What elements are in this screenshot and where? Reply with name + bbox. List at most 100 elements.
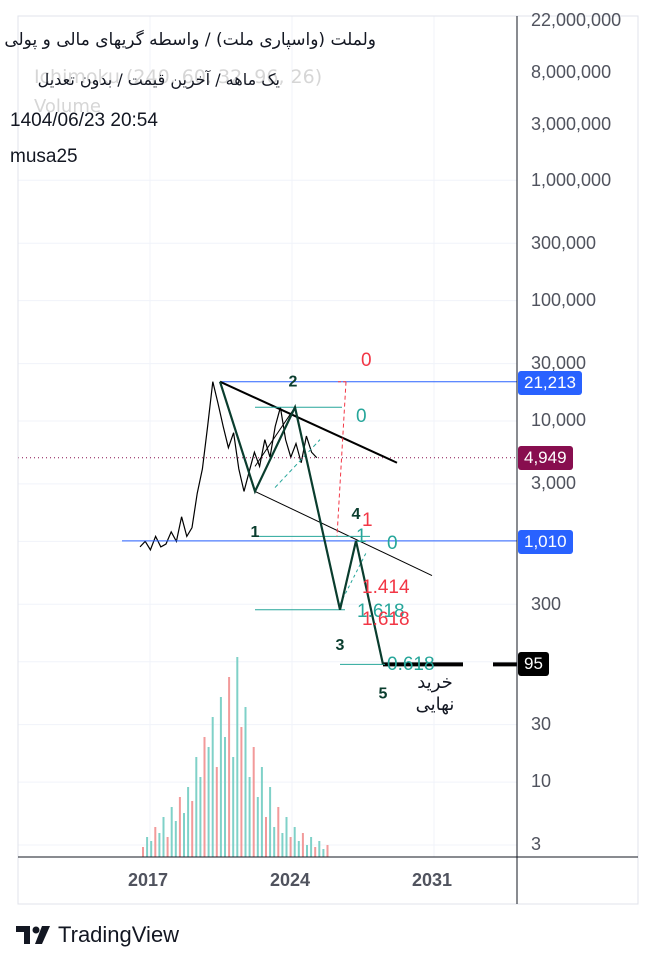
volume-bar <box>248 777 251 857</box>
volume-bar <box>310 837 313 857</box>
volume-bar <box>252 747 255 857</box>
fib-ratio-label: 0 <box>361 350 372 371</box>
volume-bar <box>203 737 206 857</box>
y-tick-label: 3,000,000 <box>531 114 612 134</box>
chart-grid <box>18 16 517 857</box>
x-tick-label: 2031 <box>412 870 453 890</box>
volume-bar <box>183 813 185 857</box>
volume-bar <box>191 801 194 857</box>
volume-bar <box>162 817 165 857</box>
fib-ratio-label: 1.414 <box>362 577 410 598</box>
y-tick-label: 30,000 <box>531 353 587 373</box>
fib-ratio-label: 0.618 <box>387 654 435 675</box>
volume-bar <box>224 737 226 857</box>
snapshot-timestamp: 1404/06/23 20:54 <box>10 110 158 131</box>
volume-bar <box>244 707 247 857</box>
wave-number-label: 2 <box>289 374 298 391</box>
y-tick-label: 1,000,000 <box>531 170 612 190</box>
volume-bar <box>228 677 231 857</box>
volume-bar <box>240 727 243 857</box>
volume-bar <box>187 787 190 857</box>
fib-ratio-label: 1 <box>356 526 367 547</box>
price-line <box>139 381 318 552</box>
volume-bar <box>301 833 304 857</box>
chart-frame <box>17 15 639 905</box>
elliott-wave-path <box>218 381 385 665</box>
fib-ratio-label: 1 <box>362 510 373 531</box>
volume-bar <box>314 847 317 857</box>
last-price-badge: 4,949 <box>518 446 573 470</box>
volume-bar <box>174 821 177 857</box>
y-tick-label: 30 <box>531 714 552 734</box>
y-tick-label: 22,000,000 <box>531 10 622 30</box>
y-tick-label: 100,000 <box>531 290 597 310</box>
author-name: musa25 <box>10 146 78 167</box>
volume-bar <box>265 817 267 857</box>
target-price-badge: 95 <box>518 652 549 676</box>
volume-bar <box>232 757 235 857</box>
y-tick-label: 300 <box>531 594 562 614</box>
price-level-badge: 1,010 <box>518 530 573 554</box>
wave-number-label: 5 <box>379 685 388 702</box>
volume-bar <box>154 827 157 857</box>
volume-bar <box>293 827 296 857</box>
volume-bar <box>170 807 173 857</box>
footer-branding[interactable]: TradingView <box>16 922 179 948</box>
brand-name: TradingView <box>58 922 180 947</box>
volume-bar <box>195 757 198 857</box>
volume-bar <box>211 717 214 857</box>
inner-channel-line <box>254 407 296 467</box>
fib-ratio-label: 0 <box>356 406 367 427</box>
chart-title: ولملت (واسپاری ملت) / واسطه گریهای مالی … <box>4 30 376 50</box>
volume-bar <box>306 845 308 857</box>
volume-bar <box>256 797 259 857</box>
volume-bar <box>207 747 210 857</box>
volume-bar <box>199 777 202 857</box>
volume-bar <box>289 837 292 857</box>
volume-bar <box>281 833 284 857</box>
volume-bar <box>236 657 239 857</box>
fib-ratio-label: 1.618 <box>362 609 410 630</box>
annotation-text: نهایی <box>416 694 455 715</box>
volume-bar <box>150 841 153 857</box>
volume-bar <box>219 697 222 857</box>
x-tick-label: 2017 <box>128 870 169 890</box>
volume-bar <box>297 841 300 857</box>
volume-bar <box>318 841 321 857</box>
ghost-indicator-label: Ichimoku (240, 60, 32, 96, 26) <box>34 66 323 88</box>
volume-bar <box>178 797 181 857</box>
price-level-badge: 21,213 <box>518 371 582 395</box>
volume-bar <box>142 847 144 857</box>
volume-bar <box>146 837 149 857</box>
volume-bar <box>285 817 288 857</box>
volume-bar <box>326 845 329 857</box>
wave-number-label: 3 <box>336 637 345 654</box>
volume-bars <box>142 657 329 857</box>
annotation-text: خرید <box>417 672 453 693</box>
support-trendline <box>254 490 433 576</box>
price-series <box>139 381 318 552</box>
fib-ratio-label: 1.618 <box>357 601 405 622</box>
tradingview-logo-icon <box>16 926 50 944</box>
volume-bar <box>269 787 272 857</box>
y-tick-label: 3 <box>531 834 542 854</box>
wave-number-label: 1 <box>251 524 260 541</box>
fib-connector <box>336 381 347 537</box>
y-tick-label: 3,000 <box>531 473 577 493</box>
y-tick-label: 10 <box>531 771 552 791</box>
inner-channel-line <box>274 439 321 488</box>
y-tick-label: 8,000,000 <box>531 62 612 82</box>
volume-bar <box>158 833 161 857</box>
volume-bar <box>215 767 218 857</box>
wave-number-label: 4 <box>352 506 361 523</box>
x-tick-label: 2024 <box>270 870 311 890</box>
volume-bar <box>277 807 280 857</box>
volume-bar <box>322 849 325 857</box>
chart-subtitle: یک ماهه / آخرین قیمت / بدون تعدیل <box>37 70 280 89</box>
volume-bar <box>273 827 276 857</box>
ghost-volume-label: Volume <box>34 96 101 117</box>
volume-bar <box>166 837 169 857</box>
resistance-trendline <box>219 380 398 464</box>
